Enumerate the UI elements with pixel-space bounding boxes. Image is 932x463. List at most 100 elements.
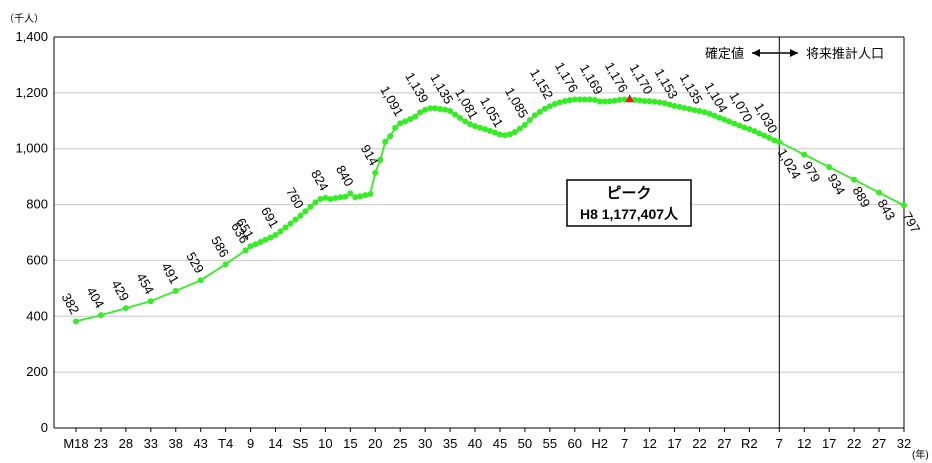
data-label: 1,152 bbox=[527, 66, 556, 102]
data-point bbox=[681, 104, 688, 111]
x-tick-label: 14 bbox=[268, 436, 282, 451]
data-point bbox=[746, 126, 753, 133]
data-point bbox=[641, 97, 648, 104]
data-point bbox=[656, 99, 663, 106]
data-point bbox=[337, 194, 344, 201]
data-point bbox=[397, 120, 404, 127]
x-tick-label: 7 bbox=[621, 436, 628, 451]
data-point bbox=[242, 247, 249, 254]
data-point bbox=[437, 106, 444, 113]
data-point bbox=[596, 98, 603, 105]
data-label: 454 bbox=[133, 270, 157, 296]
data-label: 382 bbox=[59, 291, 83, 317]
x-axis-unit-label: (年) bbox=[912, 448, 929, 461]
y-axis-unit-label: （千人） bbox=[4, 13, 44, 25]
data-point bbox=[292, 216, 299, 223]
data-point bbox=[472, 123, 479, 130]
data-point bbox=[726, 118, 733, 125]
data-point bbox=[382, 138, 389, 145]
data-label: 1,135 bbox=[427, 71, 456, 107]
data-point bbox=[247, 243, 254, 250]
data-point bbox=[462, 118, 469, 125]
data-point bbox=[591, 96, 598, 103]
data-point bbox=[387, 133, 394, 140]
x-tick-label: 32 bbox=[897, 436, 911, 451]
projection-label: 将来推計人口 bbox=[806, 46, 884, 61]
data-point bbox=[322, 194, 329, 201]
x-tick-labels: M18 23 28 33 38 43 T4 9 14 S5 10 15 20 25 30 35 40 45 50 55… bbox=[63, 428, 911, 451]
data-point bbox=[222, 261, 229, 268]
data-point bbox=[766, 134, 773, 141]
x-tick-label: 12 bbox=[797, 436, 811, 451]
data-point bbox=[731, 120, 738, 127]
data-point bbox=[147, 298, 154, 305]
data-point bbox=[97, 312, 104, 319]
data-label: 760 bbox=[283, 185, 307, 211]
data-point bbox=[696, 108, 703, 115]
y-tick-label: 1,200 bbox=[15, 85, 48, 100]
data-point bbox=[566, 97, 573, 104]
y-tick-label: 1,400 bbox=[15, 29, 48, 44]
x-tick-label: 9 bbox=[247, 436, 254, 451]
data-label: 691 bbox=[258, 204, 282, 230]
x-tick-label: 12 bbox=[642, 436, 656, 451]
actual-label: 確定値 bbox=[705, 46, 744, 61]
data-point bbox=[392, 124, 399, 131]
x-tick-label: 10 bbox=[318, 436, 332, 451]
y-tick-label: 1,000 bbox=[15, 141, 48, 156]
data-label: 1,135 bbox=[677, 71, 706, 107]
data-point bbox=[536, 108, 543, 115]
data-point bbox=[516, 125, 523, 132]
data-point bbox=[716, 114, 723, 121]
x-tick-label: 30 bbox=[418, 436, 432, 451]
x-tick-label: 7 bbox=[776, 436, 783, 451]
x-tick-label: 28 bbox=[119, 436, 133, 451]
x-tick-label: 25 bbox=[393, 436, 407, 451]
data-point bbox=[616, 96, 623, 103]
data-point bbox=[352, 194, 359, 201]
data-point bbox=[302, 208, 309, 215]
x-tick-label: 55 bbox=[543, 436, 557, 451]
x-tick-label: 17 bbox=[667, 436, 681, 451]
data-point bbox=[362, 192, 369, 199]
data-label: 1,169 bbox=[577, 61, 606, 97]
axes bbox=[53, 36, 905, 429]
data-point bbox=[297, 212, 304, 219]
data-label: 797 bbox=[899, 209, 923, 235]
data-point bbox=[172, 287, 179, 294]
data-point bbox=[526, 116, 533, 123]
data-point bbox=[272, 232, 279, 239]
data-point bbox=[721, 116, 728, 123]
data-point bbox=[561, 97, 568, 104]
data-point bbox=[706, 110, 713, 117]
data-point bbox=[257, 238, 264, 245]
data-point bbox=[521, 121, 528, 128]
arrow-left-icon bbox=[752, 49, 760, 57]
data-label: 491 bbox=[158, 260, 182, 286]
data-point bbox=[487, 127, 493, 134]
data-point bbox=[282, 224, 289, 231]
data-point bbox=[432, 105, 439, 112]
data-point bbox=[332, 195, 339, 202]
data-point bbox=[267, 234, 274, 241]
y-tick-label: 0 bbox=[41, 420, 48, 435]
data-point bbox=[551, 101, 558, 108]
peak-callout-box bbox=[566, 179, 692, 227]
data-point bbox=[501, 132, 508, 139]
x-tick-label: 15 bbox=[343, 436, 357, 451]
data-point bbox=[761, 132, 768, 139]
data-point bbox=[711, 112, 718, 119]
data-point bbox=[741, 124, 748, 131]
data-point bbox=[826, 164, 833, 171]
data-point bbox=[556, 99, 563, 106]
data-point bbox=[442, 106, 449, 113]
data-point bbox=[531, 112, 538, 119]
data-point bbox=[851, 176, 858, 183]
data-point bbox=[427, 105, 434, 112]
x-tick-label: R2 bbox=[741, 436, 758, 451]
data-point bbox=[417, 109, 424, 116]
data-point bbox=[776, 139, 783, 146]
data-point bbox=[686, 106, 693, 113]
data-point bbox=[412, 113, 419, 120]
